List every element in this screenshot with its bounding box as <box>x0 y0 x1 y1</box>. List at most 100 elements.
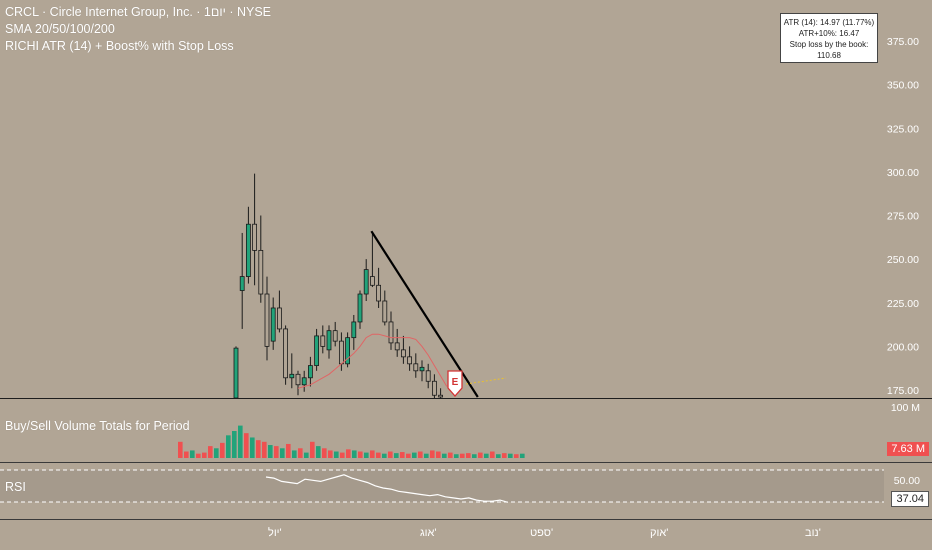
price-axis-tick-label: 225.00 <box>887 298 919 310</box>
volume-bar <box>388 451 393 458</box>
volume-bar <box>226 435 231 458</box>
volume-scale-label: 100 M <box>890 402 920 414</box>
candle-body <box>363 269 369 295</box>
candle-body <box>382 300 388 323</box>
volume-bar <box>436 451 441 458</box>
volume-bar <box>220 442 225 458</box>
price-axis-tick-label: 375.00 <box>887 36 919 48</box>
atr-info-box: ATR (14): 14.97 (11.77%) ATR+10%: 16.47 … <box>780 13 878 63</box>
volume-bar <box>412 452 417 458</box>
volume-bar <box>244 433 249 458</box>
candle-body <box>345 337 351 365</box>
atr-legend[interactable]: RICHI ATR (14) + Boost% with Stop Loss <box>5 39 234 53</box>
volume-bar <box>442 453 447 458</box>
candle-body <box>295 373 301 386</box>
atr-info-line2: ATR+10%: 16.47 <box>798 29 860 38</box>
candle-body <box>283 328 289 379</box>
volume-bar <box>496 454 501 458</box>
volume-bar <box>340 452 345 458</box>
volume-bar <box>352 450 357 458</box>
candle-body <box>407 356 413 365</box>
volume-bar <box>472 454 477 458</box>
candle-body <box>413 363 419 372</box>
earnings-marker-label: E <box>452 377 459 388</box>
volume-bar <box>208 446 213 458</box>
volume-bar <box>424 453 429 458</box>
candle-body <box>376 284 382 302</box>
candle-body <box>394 342 400 351</box>
volume-bar <box>502 453 507 458</box>
sma-legend[interactable]: SMA 20/50/100/200 <box>5 22 115 36</box>
volume-bar <box>196 453 201 458</box>
volume-bar <box>418 451 423 458</box>
earnings-marker <box>447 370 463 397</box>
price-axis-tick-label: 325.00 <box>887 123 919 135</box>
volume-bar <box>202 452 207 458</box>
volume-bar <box>178 441 183 458</box>
volume-bar <box>508 453 513 458</box>
volume-bar <box>280 448 285 458</box>
rsi-level-label: 50.00 <box>893 475 920 487</box>
candle-body <box>258 249 264 295</box>
candle-body <box>252 223 258 251</box>
time-axis-tick-label: אוג' <box>420 527 437 539</box>
volume-bar <box>358 451 363 458</box>
volume-bar <box>262 441 267 458</box>
volume-bar <box>520 453 525 458</box>
price-axis-tick-label: 175.00 <box>887 385 919 397</box>
candle-body <box>233 347 239 399</box>
candle-body <box>431 380 437 396</box>
volume-bar <box>406 453 411 458</box>
volume-bar <box>304 452 309 458</box>
volume-bar <box>190 450 195 458</box>
volume-bar <box>334 451 339 458</box>
price-axis-tick-label: 350.00 <box>887 80 919 92</box>
candle-body <box>264 293 270 347</box>
atr-stop-stub <box>465 377 507 385</box>
volume-bar <box>232 431 237 458</box>
candle-body <box>438 394 444 398</box>
candle-body <box>289 373 295 379</box>
volume-bar <box>514 454 519 458</box>
candle-body <box>245 223 251 277</box>
atr-info-line3: Stop loss by the book: 110.68 <box>789 40 869 60</box>
volume-bar <box>286 443 291 458</box>
volume-bar <box>382 453 387 458</box>
volume-bar <box>214 448 219 458</box>
volume-bar <box>478 452 483 458</box>
volume-bar <box>184 451 189 458</box>
candle-body <box>326 330 332 351</box>
volume-bar <box>274 446 279 458</box>
volume-current-badge: 7.63 M <box>887 442 929 456</box>
candle-body <box>276 307 282 330</box>
volume-bar <box>484 453 489 458</box>
volume-bar <box>400 452 405 458</box>
time-axis-tick-label: יול' <box>268 527 282 539</box>
volume-bar <box>466 453 471 458</box>
time-axis-tick-label: נוב' <box>805 527 821 539</box>
price-axis-tick-label: 300.00 <box>887 167 919 179</box>
volume-bar <box>454 454 459 458</box>
rsi-pane-title[interactable]: RSI <box>5 480 26 494</box>
atr-info-line1: ATR (14): 14.97 (11.77%) <box>783 18 875 27</box>
rsi-band <box>0 470 884 502</box>
volume-bar <box>328 450 333 458</box>
candle-body <box>388 321 394 344</box>
volume-bar <box>460 453 465 458</box>
time-axis-tick-label: ספט' <box>530 527 554 539</box>
price-axis-tick-label: 250.00 <box>887 254 919 266</box>
volume-bar <box>364 452 369 458</box>
sma-line <box>297 333 448 389</box>
price-axis-tick-label: 200.00 <box>887 341 919 353</box>
volume-bar <box>346 449 351 458</box>
volume-bar <box>370 450 375 458</box>
volume-bar <box>394 453 399 458</box>
volume-pane-title[interactable]: Buy/Sell Volume Totals for Period <box>5 419 190 433</box>
volume-bar <box>376 452 381 458</box>
volume-bar <box>250 437 255 458</box>
symbol-legend[interactable]: CRCL · Circle Internet Group, Inc. · 1יו… <box>5 5 271 19</box>
volume-bar <box>430 450 435 458</box>
candle-body <box>369 276 375 286</box>
